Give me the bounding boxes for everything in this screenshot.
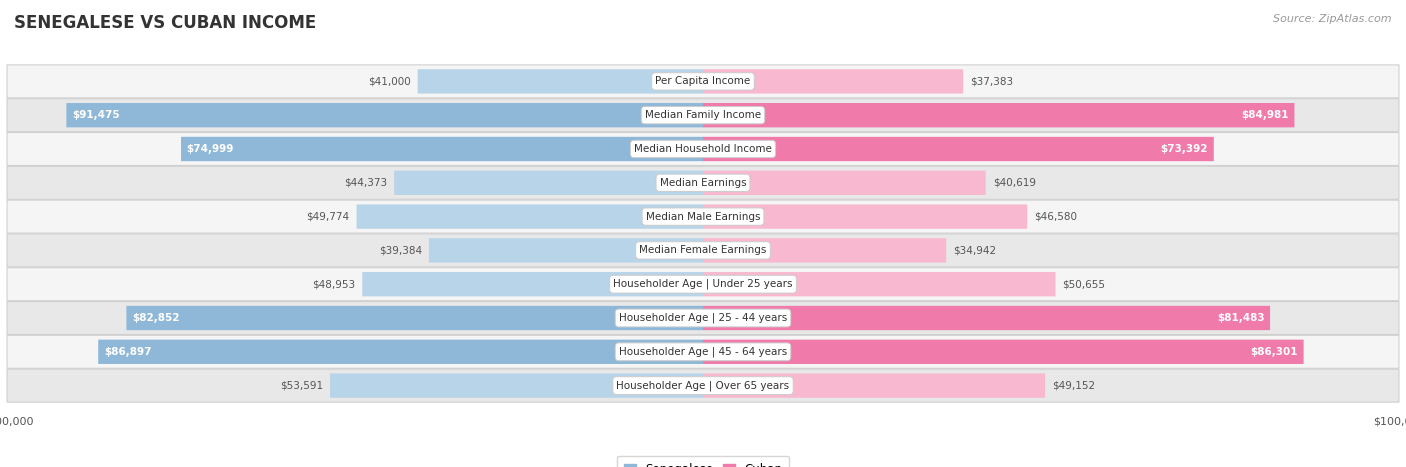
FancyBboxPatch shape: [7, 302, 1399, 334]
FancyBboxPatch shape: [703, 272, 1056, 297]
Text: Source: ZipAtlas.com: Source: ZipAtlas.com: [1274, 14, 1392, 24]
FancyBboxPatch shape: [703, 306, 1270, 330]
Text: $41,000: $41,000: [368, 77, 411, 86]
Text: $86,301: $86,301: [1250, 347, 1298, 357]
Text: $37,383: $37,383: [970, 77, 1014, 86]
Text: Median Family Income: Median Family Income: [645, 110, 761, 120]
FancyBboxPatch shape: [7, 65, 1399, 98]
Text: Householder Age | 45 - 64 years: Householder Age | 45 - 64 years: [619, 347, 787, 357]
Text: Median Male Earnings: Median Male Earnings: [645, 212, 761, 222]
FancyBboxPatch shape: [357, 205, 703, 229]
Text: $49,774: $49,774: [307, 212, 350, 222]
Text: $40,619: $40,619: [993, 178, 1036, 188]
Text: Householder Age | Under 25 years: Householder Age | Under 25 years: [613, 279, 793, 290]
Text: Householder Age | Over 65 years: Householder Age | Over 65 years: [616, 380, 790, 391]
FancyBboxPatch shape: [429, 238, 703, 262]
FancyBboxPatch shape: [7, 335, 1399, 368]
FancyBboxPatch shape: [98, 340, 703, 364]
FancyBboxPatch shape: [7, 99, 1399, 132]
Text: $53,591: $53,591: [280, 381, 323, 390]
Text: $50,655: $50,655: [1063, 279, 1105, 289]
Text: $81,483: $81,483: [1218, 313, 1264, 323]
Text: $86,897: $86,897: [104, 347, 152, 357]
FancyBboxPatch shape: [127, 306, 703, 330]
Text: Median Household Income: Median Household Income: [634, 144, 772, 154]
Text: Median Earnings: Median Earnings: [659, 178, 747, 188]
Text: $84,981: $84,981: [1241, 110, 1289, 120]
FancyBboxPatch shape: [703, 69, 963, 93]
FancyBboxPatch shape: [330, 374, 703, 398]
FancyBboxPatch shape: [7, 133, 1399, 165]
FancyBboxPatch shape: [66, 103, 703, 127]
Text: $48,953: $48,953: [312, 279, 356, 289]
FancyBboxPatch shape: [703, 137, 1213, 161]
FancyBboxPatch shape: [7, 200, 1399, 233]
FancyBboxPatch shape: [418, 69, 703, 93]
Text: $46,580: $46,580: [1035, 212, 1077, 222]
FancyBboxPatch shape: [703, 103, 1295, 127]
FancyBboxPatch shape: [394, 170, 703, 195]
FancyBboxPatch shape: [703, 170, 986, 195]
Text: $73,392: $73,392: [1161, 144, 1208, 154]
Text: $44,373: $44,373: [344, 178, 387, 188]
Text: $74,999: $74,999: [187, 144, 233, 154]
FancyBboxPatch shape: [363, 272, 703, 297]
Text: $34,942: $34,942: [953, 245, 997, 255]
Text: Householder Age | 25 - 44 years: Householder Age | 25 - 44 years: [619, 313, 787, 323]
Legend: Senegalese, Cuban: Senegalese, Cuban: [617, 456, 789, 467]
Text: Per Capita Income: Per Capita Income: [655, 77, 751, 86]
Text: Median Female Earnings: Median Female Earnings: [640, 245, 766, 255]
FancyBboxPatch shape: [7, 268, 1399, 301]
FancyBboxPatch shape: [7, 369, 1399, 402]
FancyBboxPatch shape: [703, 340, 1303, 364]
Text: $91,475: $91,475: [72, 110, 120, 120]
FancyBboxPatch shape: [703, 205, 1028, 229]
Text: $39,384: $39,384: [378, 245, 422, 255]
Text: SENEGALESE VS CUBAN INCOME: SENEGALESE VS CUBAN INCOME: [14, 14, 316, 32]
FancyBboxPatch shape: [7, 166, 1399, 199]
Text: $82,852: $82,852: [132, 313, 180, 323]
FancyBboxPatch shape: [181, 137, 703, 161]
Text: $49,152: $49,152: [1052, 381, 1095, 390]
FancyBboxPatch shape: [703, 238, 946, 262]
FancyBboxPatch shape: [703, 374, 1045, 398]
FancyBboxPatch shape: [7, 234, 1399, 267]
